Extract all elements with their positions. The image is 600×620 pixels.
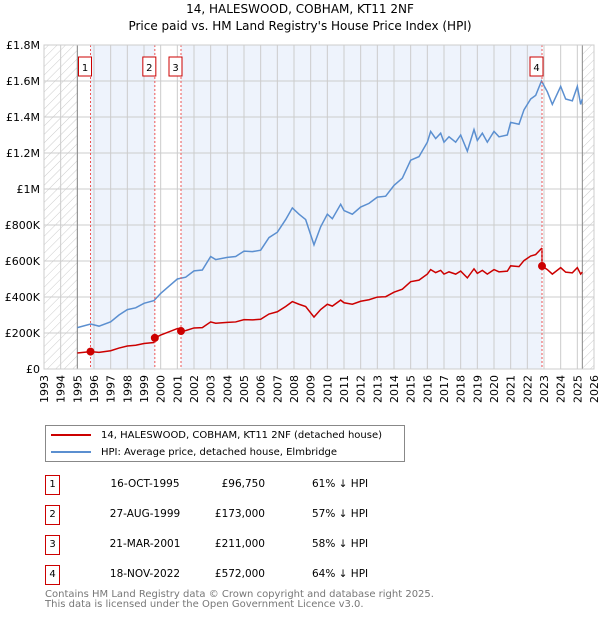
- y-tick-label: £400K: [5, 291, 41, 304]
- x-tick-label: 2021: [505, 375, 518, 403]
- sale-price: £96,750: [221, 478, 265, 490]
- sale-label: 1: [82, 63, 88, 74]
- legend-item-property: 14, HALESWOOD, COBHAM, KT11 2NF (detache…: [51, 429, 382, 441]
- chart-title: 14, HALESWOOD, COBHAM, KT11 2NF: [186, 2, 414, 16]
- x-tick-label: 2019: [471, 375, 484, 403]
- plot-border: [43, 44, 595, 370]
- y-tick-label: £1.4M: [6, 111, 40, 124]
- sale-hpi-diff: 57% ↓ HPI: [312, 508, 369, 520]
- footer-line-1: Contains HM Land Registry data © Crown c…: [45, 589, 434, 600]
- y-tick-label: £0: [26, 363, 40, 376]
- x-tick-label: 1996: [88, 375, 101, 403]
- y-tick-label: £1.8M: [6, 39, 40, 52]
- x-tick-label: 2010: [321, 375, 334, 403]
- x-tick-label: 2011: [338, 375, 351, 403]
- sale-price: £173,000: [214, 508, 265, 520]
- sale-point: [86, 347, 95, 356]
- y-tick-label: £800K: [5, 219, 41, 232]
- sale-label-box: [529, 56, 544, 77]
- sale-label-box: [168, 56, 183, 77]
- x-tick-label: 2023: [538, 375, 551, 403]
- x-tick-label: 2024: [555, 375, 568, 403]
- x-tick-label: 2022: [521, 375, 534, 403]
- sale-date: 18-NOV-2022: [109, 568, 181, 580]
- sale-row: 2 27-AUG-1999 £173,000 57% ↓ HPI: [45, 505, 405, 525]
- no-data-hatch-right: [582, 45, 594, 369]
- sale-row: 1 16-OCT-1995 £96,750 61% ↓ HPI: [45, 475, 405, 495]
- x-tick-label: 2017: [438, 375, 451, 403]
- x-tick-label: 2016: [421, 375, 434, 403]
- x-tick-label: 2003: [205, 375, 218, 403]
- sale-number-badge: 4: [45, 565, 60, 585]
- price-chart: 1993 1994 1995 1996 1997 1998 1999 2000 2001 2002…: [5, 39, 600, 403]
- property-price-line: [77, 247, 583, 354]
- sale-date: 16-OCT-1995: [110, 478, 180, 490]
- x-tick-label: 2018: [455, 375, 468, 403]
- x-tick-label: 2007: [271, 375, 284, 403]
- footer-line-2: This data is licensed under the Open Gov…: [45, 599, 364, 610]
- y-tick-label: £600K: [5, 255, 41, 268]
- legend-swatch-blue: [51, 451, 91, 453]
- sale-price: £211,000: [214, 538, 265, 550]
- sale-label: 4: [533, 63, 539, 74]
- legend-swatch-red: [51, 434, 91, 436]
- sale-label: 3: [172, 63, 178, 74]
- sale-point: [538, 262, 546, 271]
- sale-number-badge: 1: [45, 475, 60, 495]
- sale-hpi-diff: 64% ↓ HPI: [312, 568, 369, 580]
- chart-subtitle: Price paid vs. HM Land Registry's House …: [128, 19, 472, 33]
- legend-item-hpi: HPI: Average price, detached house, Elmb…: [51, 446, 337, 458]
- sale-number-badge: 3: [45, 535, 60, 555]
- x-tick-label: 2015: [405, 375, 418, 403]
- x-tick-label: 2025: [571, 375, 584, 403]
- x-tick-label: 2001: [171, 375, 184, 403]
- sale-row: 3 21-MAR-2001 £211,000 58% ↓ HPI: [45, 535, 405, 555]
- x-tick-label: 2004: [221, 375, 234, 403]
- x-tick-label: 1994: [55, 375, 68, 403]
- sale-hpi-diff: 61% ↓ HPI: [312, 478, 369, 490]
- x-tick-label: 1993: [38, 375, 51, 403]
- y-tick-label: £200K: [5, 327, 41, 340]
- x-tick-label: 2012: [355, 375, 368, 403]
- x-tick-label: 2000: [155, 375, 168, 403]
- y-tick-label: £1.2M: [6, 147, 40, 160]
- ownership-shade: [90, 45, 155, 369]
- x-tick-label: 2009: [305, 375, 318, 403]
- hpi-line: [77, 79, 584, 329]
- legend-label: 14, HALESWOOD, COBHAM, KT11 2NF (detache…: [101, 429, 383, 441]
- x-tick-label: 2002: [188, 375, 201, 403]
- sale-label-box: [142, 56, 157, 77]
- sale-number-badge: 2: [45, 505, 60, 525]
- x-tick-label: 2020: [488, 375, 501, 403]
- x-tick-label: 2008: [288, 375, 301, 403]
- x-tick-label: 1997: [105, 375, 118, 403]
- x-tick-label: 1998: [121, 375, 134, 403]
- sale-hpi-diff: 58% ↓ HPI: [312, 538, 369, 550]
- sale-label: 2: [146, 63, 152, 74]
- sale-row: 4 18-NOV-2022 £572,000 64% ↓ HPI: [45, 565, 405, 585]
- x-tick-label: 2006: [255, 375, 268, 403]
- sale-date: 21-MAR-2001: [109, 538, 181, 550]
- x-tick-label: 1999: [138, 375, 151, 403]
- sale-date: 27-AUG-1999: [109, 508, 181, 520]
- sale-point: [177, 327, 185, 336]
- x-tick-label: 2013: [371, 375, 384, 403]
- x-tick-label: 2005: [238, 375, 251, 403]
- sale-label-box: [78, 56, 92, 77]
- sale-point: [150, 333, 159, 342]
- y-tick-label: £1.6M: [6, 75, 40, 88]
- x-tick-label: 1995: [71, 375, 84, 403]
- sale-price: £572,000: [214, 568, 265, 580]
- y-tick-label: £1M: [17, 183, 41, 196]
- legend-label: HPI: Average price, detached house, Elmb…: [101, 446, 338, 458]
- legend: 14, HALESWOOD, COBHAM, KT11 2NF (detache…: [45, 425, 405, 462]
- x-tick-label: 2026: [588, 375, 600, 403]
- x-tick-label: 2014: [388, 375, 401, 403]
